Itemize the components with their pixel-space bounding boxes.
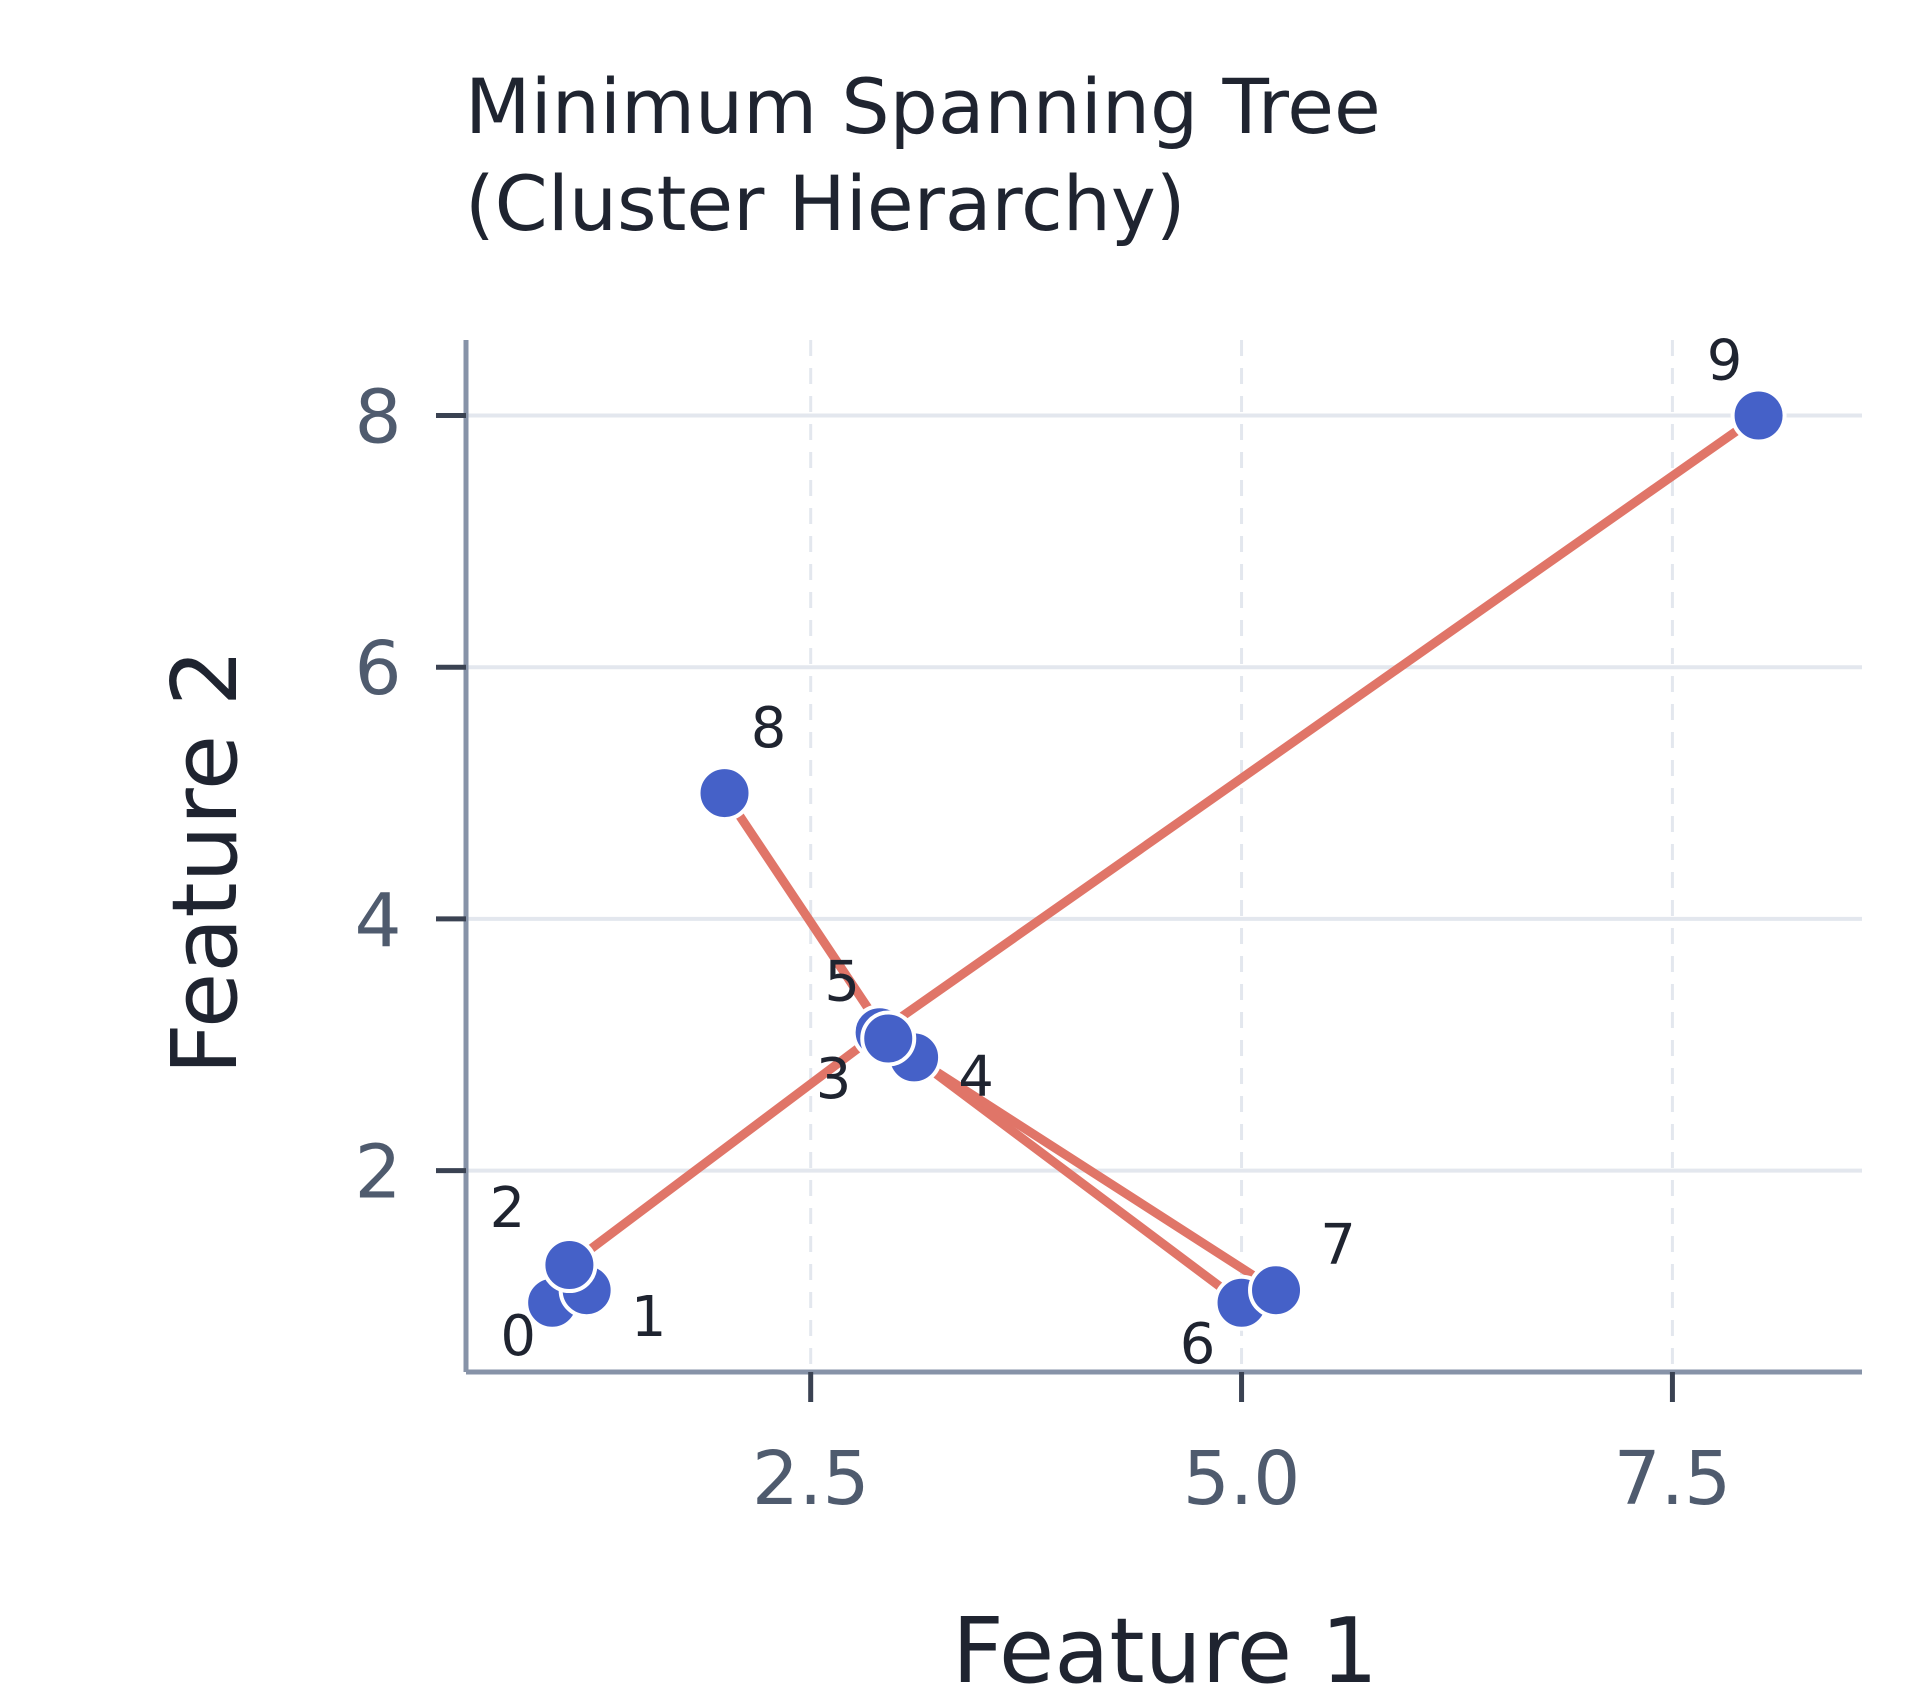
x-tick-label-5.0: 5.0 (1183, 1436, 1301, 1522)
chart-title: Minimum Spanning Tree (Cluster Hierarchy… (465, 62, 1381, 248)
grid (466, 340, 1862, 1372)
x-tick-label-7.5: 7.5 (1614, 1436, 1732, 1522)
data-point-7 (1248, 1262, 1305, 1319)
mst-edge-4-6 (909, 1052, 1247, 1308)
point-label-3: 3 (816, 1047, 852, 1112)
point-label-5: 5 (824, 949, 860, 1014)
data-point-2 (541, 1237, 598, 1294)
point-label-2: 2 (490, 1176, 526, 1241)
x-tick-label-2.5: 2.5 (752, 1436, 870, 1522)
point-label-4: 4 (958, 1044, 994, 1109)
data-point-5 (860, 1010, 917, 1067)
chart-title-line-2: (Cluster Hierarchy) (465, 159, 1186, 248)
point-label-1: 1 (631, 1285, 667, 1350)
mst-edge-2-3 (564, 1027, 885, 1270)
data-points (524, 387, 1787, 1331)
point-label-7: 7 (1320, 1213, 1356, 1278)
mst-edge-3-9 (875, 411, 1764, 1037)
data-point-9 (1730, 387, 1787, 444)
point-label-9: 9 (1707, 329, 1743, 394)
chart-title-line-1: Minimum Spanning Tree (465, 62, 1381, 151)
x-axis-title: Feature 1 (952, 1599, 1378, 1698)
point-label-8: 8 (751, 696, 787, 761)
point-label-6: 6 (1180, 1312, 1216, 1377)
y-axis-title: Feature 2 (153, 649, 258, 1075)
y-tick-label-8: 8 (354, 375, 401, 461)
y-tick-label-2: 2 (354, 1130, 401, 1216)
point-label-0: 0 (500, 1304, 536, 1369)
mst-edge-5-8 (720, 788, 893, 1043)
y-tick-label-6: 6 (354, 626, 401, 712)
data-point-8 (696, 765, 753, 822)
point-labels: 0 1 2 3 4 5 6 7 8 9 (490, 329, 1743, 1377)
y-tick-label-4: 4 (354, 878, 401, 964)
axes: 2.5 5.0 7.5 2 4 6 8 (354, 340, 1862, 1522)
mst-edge-4-7 (909, 1052, 1281, 1295)
